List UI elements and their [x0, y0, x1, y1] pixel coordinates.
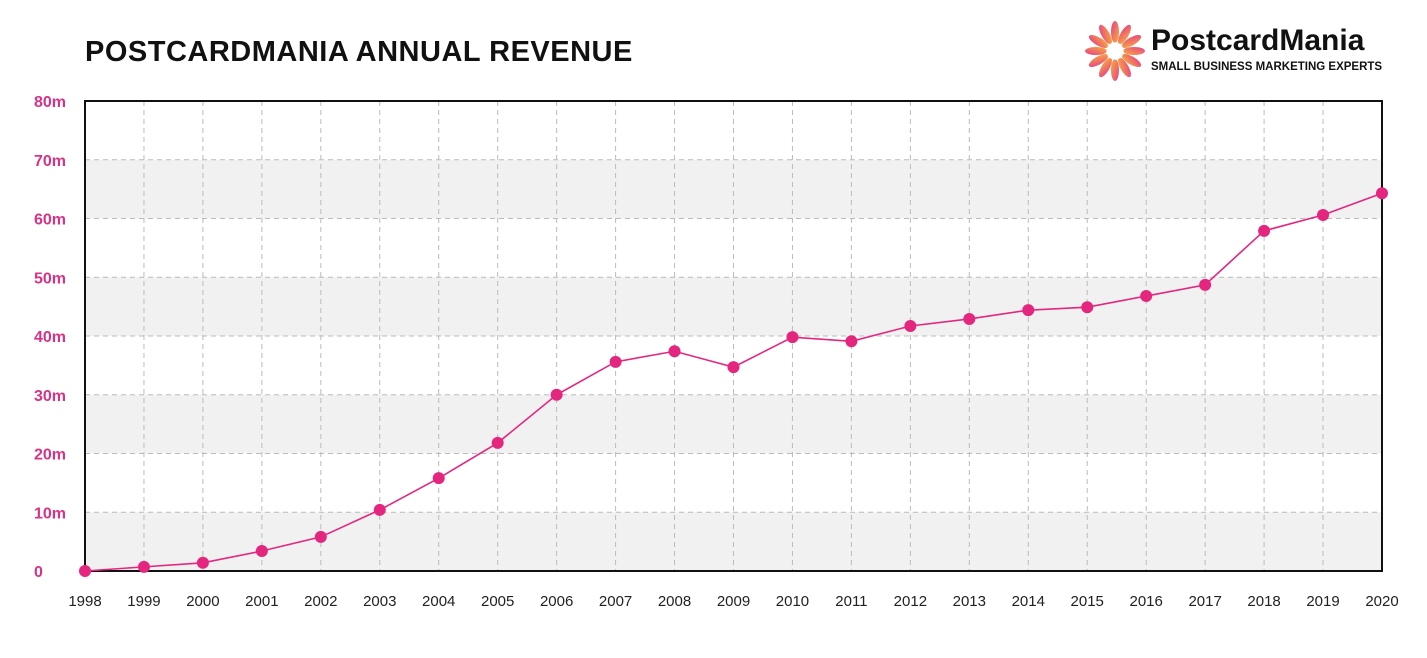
y-tick-label: 40m — [34, 329, 66, 346]
logo-petal — [1123, 47, 1145, 55]
logo-petal — [1118, 57, 1131, 78]
y-axis-ticks: 0 10m 20m 30m 40m 50m 60m 70m 80m — [34, 94, 66, 581]
logo-petal — [1121, 54, 1142, 67]
x-tick-label: 1999 — [127, 593, 160, 610]
x-tick-label: 2014 — [1012, 593, 1045, 610]
logo-name: PostcardMania — [1151, 24, 1365, 57]
y-tick-label: 10m — [34, 505, 66, 522]
data-point — [1258, 224, 1271, 237]
data-point — [1376, 187, 1388, 200]
x-tick-label: 1998 — [68, 593, 101, 610]
data-point — [1081, 301, 1094, 314]
x-tick-label: 2000 — [186, 593, 219, 610]
x-tick-label: 2016 — [1129, 593, 1162, 610]
x-tick-label: 2012 — [894, 593, 927, 610]
grid-band — [85, 159, 1382, 219]
data-point — [550, 388, 563, 401]
x-tick-label: 2010 — [776, 593, 809, 610]
logo-petal — [1118, 24, 1131, 45]
x-tick-label: 2018 — [1247, 593, 1280, 610]
plot-frame — [84, 100, 1383, 572]
y-tick-label: 0 — [34, 564, 43, 581]
x-axis-ticks: 1998 1999 2000 2001 2002 2003 2004 2005 2006 2007… — [68, 593, 1398, 610]
logo-petal — [1085, 47, 1107, 55]
x-tick-label: 2008 — [658, 593, 691, 610]
logo-petal — [1121, 35, 1142, 48]
logo-petal — [1088, 35, 1109, 48]
x-tick-label: 2013 — [953, 593, 986, 610]
data-point — [845, 335, 858, 348]
chart-title: POSTCARDMANIA ANNUAL REVENUE — [85, 36, 633, 68]
data-point — [79, 565, 91, 577]
logo-petal — [1111, 59, 1119, 81]
logo-tagline: SMALL BUSINESS MARKETING EXPERTS — [1151, 61, 1383, 73]
data-point — [314, 530, 327, 543]
y-tick-label: 70m — [34, 153, 66, 170]
x-tick-label: 2020 — [1365, 593, 1398, 610]
y-tick-label: 60m — [34, 212, 66, 229]
logo: PostcardMania SMALL BUSINESS MARKETING E… — [1085, 20, 1395, 82]
logo-petal — [1088, 54, 1109, 67]
data-point — [786, 331, 799, 344]
logo-petal — [1111, 21, 1119, 43]
data-point — [255, 545, 268, 558]
x-tick-label: 2004 — [422, 593, 455, 610]
data-point — [727, 361, 740, 374]
x-tick-label: 2007 — [599, 593, 632, 610]
logo-petal — [1099, 24, 1112, 45]
data-point — [1022, 304, 1035, 317]
x-tick-label: 2015 — [1071, 593, 1104, 610]
logo-center — [1106, 42, 1124, 60]
data-point — [137, 560, 150, 573]
data-points — [79, 187, 1388, 577]
data-point — [373, 503, 386, 516]
data-point — [963, 312, 976, 325]
data-point — [1140, 290, 1153, 303]
x-tick-label: 2001 — [245, 593, 278, 610]
data-point — [1199, 278, 1212, 291]
data-point — [491, 436, 504, 449]
x-tick-label: 2019 — [1306, 593, 1339, 610]
x-tick-label: 2009 — [717, 593, 750, 610]
x-tick-label: 2011 — [835, 593, 867, 610]
data-point — [904, 320, 917, 333]
y-tick-label: 20m — [34, 447, 66, 464]
logo-petal — [1099, 57, 1112, 78]
x-tick-label: 2002 — [304, 593, 337, 610]
data-point — [432, 472, 445, 485]
data-point — [668, 345, 681, 358]
x-tick-label: 2006 — [540, 593, 573, 610]
y-tick-label: 50m — [34, 270, 66, 287]
flower-logo-icon — [1085, 21, 1145, 81]
data-point — [609, 355, 622, 368]
y-tick-label: 80m — [34, 94, 66, 111]
data-point — [1317, 208, 1330, 221]
x-tick-label: 2005 — [481, 593, 514, 610]
data-point — [196, 556, 209, 569]
x-tick-label: 2017 — [1188, 593, 1221, 610]
y-tick-label: 30m — [34, 388, 66, 405]
x-tick-label: 2003 — [363, 593, 396, 610]
